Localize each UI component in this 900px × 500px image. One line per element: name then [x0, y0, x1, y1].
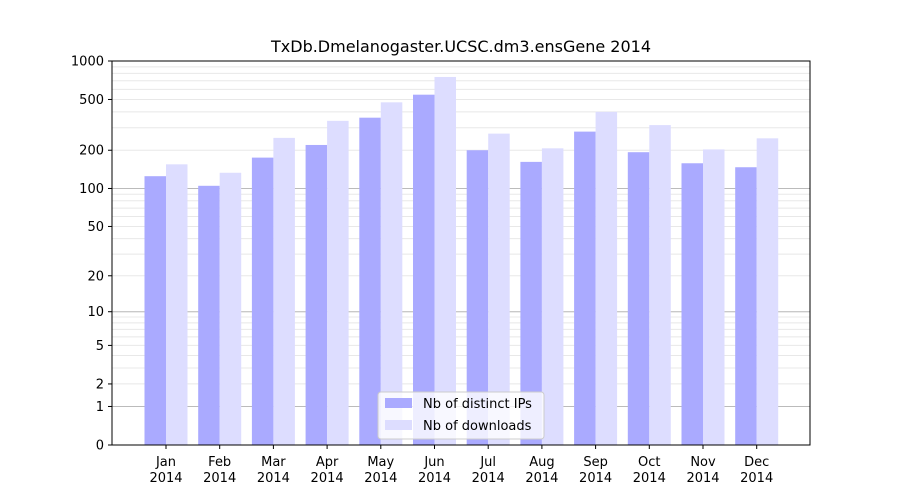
bar-distinct-ips-jun: [413, 94, 435, 445]
x-tick-label-year: 2014: [203, 471, 236, 486]
bar-distinct-ips-jul: [466, 150, 489, 445]
y-tick-label: 500: [79, 93, 104, 108]
y-tick-label: 20: [87, 269, 104, 284]
bar-downloads-mar: [273, 137, 295, 445]
x-tick-label-month: Sep: [583, 455, 608, 470]
plot-frame: [111, 60, 811, 446]
bar-distinct-ips-jan: [144, 176, 166, 445]
bar-downloads-may: [380, 102, 403, 446]
x-tick-label-month: Jan: [155, 455, 176, 470]
bar-downloads-feb: [219, 172, 242, 446]
x-tick-label-year: 2014: [149, 471, 182, 486]
x-tick-label-year: 2014: [686, 471, 719, 486]
x-tick-label-year: 2014: [472, 471, 505, 486]
x-tick-label-year: 2014: [740, 471, 773, 486]
bar-downloads-jan: [166, 164, 188, 445]
x-tick-label-month: Oct: [638, 455, 660, 470]
x-tick-label-month: May: [367, 455, 394, 470]
bar-downloads-oct: [649, 125, 671, 446]
y-tick-label: 200: [79, 144, 104, 159]
x-tick-label-month: Feb: [208, 455, 231, 470]
x-tick-label-month: Nov: [690, 455, 716, 470]
y-tick-label: 5: [96, 339, 104, 354]
bar-downloads-aug: [541, 148, 564, 446]
legend-box: [377, 391, 545, 440]
bar-downloads-apr: [327, 120, 349, 445]
x-tick-label-month: Apr: [316, 455, 339, 470]
legend-swatch-distinct-ips: [385, 398, 412, 408]
x-axis: Jan2014Feb2014Mar2014Apr2014May2014Jun20…: [149, 445, 773, 486]
x-tick-label-year: 2014: [525, 471, 558, 486]
bar-downloads-nov: [703, 149, 725, 446]
x-tick-label-year: 2014: [257, 471, 290, 486]
bar-distinct-ips-oct: [627, 152, 650, 446]
x-tick-label-month: Aug: [529, 455, 554, 470]
x-tick-label-month: Dec: [744, 455, 769, 470]
x-tick-label-month: Mar: [261, 455, 286, 470]
x-tick-label-month: Jun: [423, 455, 444, 470]
legend-label-distinct-ips: Nb of distinct IPs: [423, 397, 532, 412]
bar-distinct-ips-dec: [735, 167, 757, 445]
x-tick-label-year: 2014: [418, 471, 451, 486]
y-axis: 0 1 2 5 10 20 50 100 200 500 1000: [71, 55, 112, 454]
bar-distinct-ips-feb: [198, 185, 220, 446]
legend-swatch-downloads: [385, 420, 412, 430]
bar-downloads-jul: [488, 133, 510, 445]
y-tick-label: 10: [87, 305, 104, 320]
bars: [144, 76, 779, 446]
x-tick-label-year: 2014: [311, 471, 344, 486]
x-tick-label-year: 2014: [579, 471, 612, 486]
bar-downloads-sep: [595, 111, 618, 445]
y-tick-label: 0: [96, 439, 104, 454]
y-tick-label: 1000: [71, 55, 104, 70]
y-tick-label: 100: [79, 182, 104, 197]
chart-title: TxDb.Dmelanogaster.UCSC.dm3.ensGene 2014: [270, 37, 651, 56]
legend: Nb of distinct IPs Nb of downloads: [377, 391, 545, 440]
bar-distinct-ips-apr: [305, 144, 328, 446]
y-tick-label: 50: [87, 220, 104, 235]
bar-distinct-ips-may: [359, 117, 381, 446]
y-tick-label: 2: [96, 377, 104, 392]
y-tick-label: 1: [96, 400, 104, 415]
x-tick-label-month: Jul: [479, 455, 496, 470]
bar-downloads-dec: [756, 138, 779, 445]
bar-distinct-ips-sep: [574, 131, 596, 445]
x-tick-label-year: 2014: [633, 471, 666, 486]
x-tick-label-year: 2014: [364, 471, 397, 486]
bar-distinct-ips-mar: [251, 157, 274, 445]
bar-distinct-ips-nov: [681, 163, 703, 445]
bar-distinct-ips-aug: [520, 161, 542, 445]
legend-label-downloads: Nb of downloads: [423, 419, 532, 434]
bar-downloads-jun: [434, 76, 456, 445]
